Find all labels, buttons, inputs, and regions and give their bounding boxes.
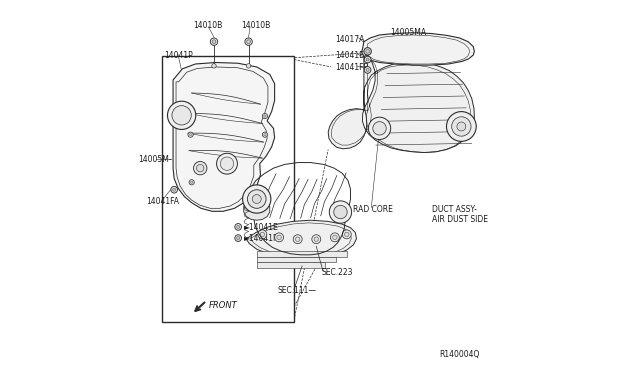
Circle shape (330, 233, 339, 242)
Text: 14041P: 14041P (164, 51, 193, 60)
Text: SEC.111—: SEC.111— (277, 286, 316, 295)
Circle shape (293, 235, 302, 244)
Circle shape (296, 237, 300, 241)
Text: 14041FB: 14041FB (335, 63, 369, 72)
Circle shape (330, 201, 351, 223)
Circle shape (312, 235, 321, 244)
Circle shape (452, 117, 471, 136)
Circle shape (193, 161, 207, 175)
Polygon shape (257, 257, 336, 262)
Circle shape (196, 164, 204, 172)
Text: ►14041F: ►14041F (244, 234, 278, 243)
Text: R140004Q: R140004Q (439, 350, 479, 359)
Text: FRONT: FRONT (209, 301, 237, 310)
Circle shape (365, 49, 369, 53)
Polygon shape (173, 62, 275, 211)
Text: 14005MA: 14005MA (390, 28, 426, 37)
Circle shape (235, 224, 241, 230)
Polygon shape (244, 198, 270, 220)
Polygon shape (362, 33, 474, 65)
Circle shape (173, 188, 175, 191)
Circle shape (262, 113, 268, 119)
Circle shape (262, 132, 268, 137)
Text: NISSAN: NISSAN (174, 113, 189, 117)
Polygon shape (257, 262, 325, 268)
Polygon shape (246, 220, 356, 259)
Circle shape (333, 235, 337, 240)
Text: DUCT ASSY-: DUCT ASSY- (433, 205, 477, 214)
Circle shape (364, 56, 371, 63)
Circle shape (211, 38, 218, 45)
Circle shape (457, 122, 466, 131)
Circle shape (216, 153, 237, 174)
Circle shape (264, 134, 266, 136)
Circle shape (235, 235, 241, 241)
Bar (162, 56, 294, 322)
Circle shape (188, 132, 193, 137)
Circle shape (168, 101, 196, 129)
Circle shape (344, 232, 349, 237)
Text: RAD CORE: RAD CORE (353, 205, 394, 214)
Circle shape (334, 205, 347, 219)
Circle shape (246, 40, 250, 44)
Circle shape (260, 232, 264, 237)
Circle shape (277, 235, 282, 240)
Text: 14005M-: 14005M- (138, 155, 172, 164)
Circle shape (171, 186, 177, 193)
Circle shape (237, 237, 239, 240)
Circle shape (447, 112, 476, 141)
Text: ►14041E: ►14041E (244, 223, 279, 232)
Circle shape (314, 237, 319, 241)
Polygon shape (328, 53, 474, 153)
Circle shape (366, 58, 369, 61)
Text: SEC.223: SEC.223 (322, 268, 353, 277)
Circle shape (220, 157, 234, 170)
Text: 14041EA: 14041EA (335, 51, 369, 60)
Text: 14010B: 14010B (193, 21, 222, 30)
Circle shape (212, 64, 216, 68)
Circle shape (237, 225, 239, 228)
Circle shape (252, 195, 261, 203)
Circle shape (264, 115, 266, 117)
Circle shape (275, 233, 284, 242)
Text: 14041FA: 14041FA (146, 197, 179, 206)
Polygon shape (257, 251, 347, 257)
Circle shape (366, 68, 369, 71)
Circle shape (191, 181, 193, 183)
Circle shape (258, 230, 267, 239)
Circle shape (364, 48, 371, 55)
Text: 14017A: 14017A (335, 35, 365, 44)
Circle shape (245, 38, 252, 45)
Circle shape (364, 67, 371, 73)
Circle shape (189, 180, 195, 185)
Circle shape (369, 117, 390, 140)
Circle shape (342, 230, 351, 239)
Circle shape (248, 190, 266, 208)
Text: AIR DUST SIDE: AIR DUST SIDE (431, 215, 488, 224)
Circle shape (172, 106, 191, 125)
Text: 14010B: 14010B (241, 21, 270, 30)
Circle shape (246, 64, 251, 68)
Circle shape (212, 40, 216, 44)
Circle shape (373, 122, 386, 135)
Circle shape (189, 134, 191, 136)
Circle shape (243, 185, 271, 213)
